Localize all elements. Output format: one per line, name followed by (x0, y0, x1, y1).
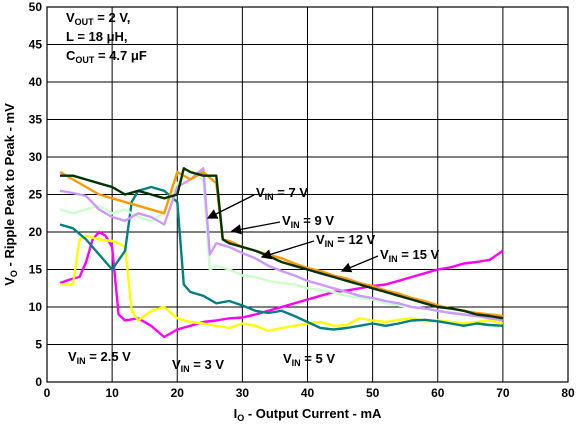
series-label-subscript: IN (291, 220, 300, 230)
y-axis-title-group: VO - Ripple Peak to Peak - mV (2, 103, 19, 286)
series-label-subscript: IN (325, 239, 334, 249)
series-label-main: V (380, 247, 389, 262)
y-axis-title-subscript: O (9, 270, 19, 277)
series-label: VIN = 12 V (316, 232, 376, 249)
y-tick-label: 5 (35, 338, 42, 352)
series-label: VIN = 2.5 V (68, 349, 131, 366)
y-tick-label: 50 (29, 0, 43, 14)
series-label-rest: = 3 V (190, 357, 225, 372)
series-line (59, 185, 503, 331)
series-label-main: V (316, 232, 325, 247)
plot-frame (46, 6, 569, 383)
x-tick-label: 10 (105, 386, 119, 400)
x-tick-label: 0 (44, 386, 51, 400)
conditions-annotation: VOUT = 2 V,L = 18 μH,COUT = 4.7 μF (66, 10, 147, 65)
series-label: VIN = 5 V (283, 351, 335, 368)
x-axis-title-rest: - Output Current - mA (244, 406, 382, 421)
series-label-rest: = 12 V (334, 232, 376, 247)
series-label: VIN = 3 V (172, 357, 224, 374)
series-label: VIN = 9 V (282, 213, 334, 230)
x-tick-label: 20 (171, 386, 185, 400)
y-tick-label: 10 (29, 300, 43, 314)
condition-line-subscript: OUT (75, 55, 95, 65)
x-axis-title-main: I (234, 406, 238, 421)
x-tick-label: 70 (496, 386, 510, 400)
condition-line-rest: = 4.7 μF (94, 48, 146, 63)
series-label: VIN = 7 V (256, 185, 308, 202)
series-label-main: V (282, 213, 291, 228)
x-axis-title: IO - Output Current - mA (234, 406, 382, 423)
series-label-rest: = 15 V (398, 247, 440, 262)
y-tick-label: 30 (29, 150, 43, 164)
series-label-rest: = 2.5 V (86, 349, 131, 364)
condition-line-rest: = 2 V, (94, 10, 131, 25)
series-label-subscript: IN (181, 364, 190, 374)
x-tick-label: 80 (561, 386, 575, 400)
y-tick-label: 0 (35, 375, 42, 389)
y-axis-title-rest: - Ripple Peak to Peak - mV (2, 103, 17, 270)
tick-labels: 0 10 20 30 40 50 60 70 80 0 5 10 15 20 25 30 35 40 45 50 (29, 0, 575, 400)
series-line (59, 170, 504, 318)
y-tick-label: 45 (29, 38, 43, 52)
series-label: VIN = 15 V (380, 247, 440, 264)
series-label-main: V (172, 357, 181, 372)
series-label-main: V (283, 351, 292, 366)
x-tick-label: 40 (301, 386, 315, 400)
series-label-arrow (340, 255, 379, 273)
series-label-subscript: IN (292, 358, 301, 368)
series-label-rest: = 9 V (300, 213, 335, 228)
series-label-arrow (206, 194, 255, 219)
condition-line: L = 18 μH, (66, 29, 128, 44)
condition-line: COUT = 4.7 μF (66, 48, 147, 65)
condition-line-main: C (66, 48, 76, 63)
series-label-subscript: IN (389, 254, 398, 264)
y-tick-label: 35 (29, 113, 43, 127)
y-tick-label: 15 (29, 263, 43, 277)
x-tick-label: 30 (236, 386, 250, 400)
series-label-rest: = 5 V (301, 351, 336, 366)
series-line (59, 167, 504, 322)
x-axis-title-subscript: O (237, 413, 244, 423)
series-label-main: V (68, 349, 77, 364)
series-layer (59, 167, 504, 339)
x-tick-label: 60 (431, 386, 445, 400)
series-label-subscript: IN (77, 356, 86, 366)
x-tick-label: 50 (366, 386, 380, 400)
y-tick-label: 25 (29, 188, 43, 202)
series-label-arrow (230, 221, 281, 235)
condition-line: VOUT = 2 V, (66, 10, 130, 27)
y-tick-label: 20 (29, 225, 43, 239)
condition-line-main: L = 18 μH, (66, 29, 128, 44)
y-tick-label: 40 (29, 75, 43, 89)
condition-line-main: V (66, 10, 75, 25)
series-label-arrow (260, 240, 315, 260)
series-label-rest: = 7 V (274, 185, 309, 200)
y-axis-title-main: V (2, 277, 17, 286)
series-label-subscript: IN (265, 192, 274, 202)
series-label-main: V (256, 185, 265, 200)
y-axis-title: VO - Ripple Peak to Peak - mV (2, 103, 19, 286)
condition-line-subscript: OUT (75, 17, 95, 27)
